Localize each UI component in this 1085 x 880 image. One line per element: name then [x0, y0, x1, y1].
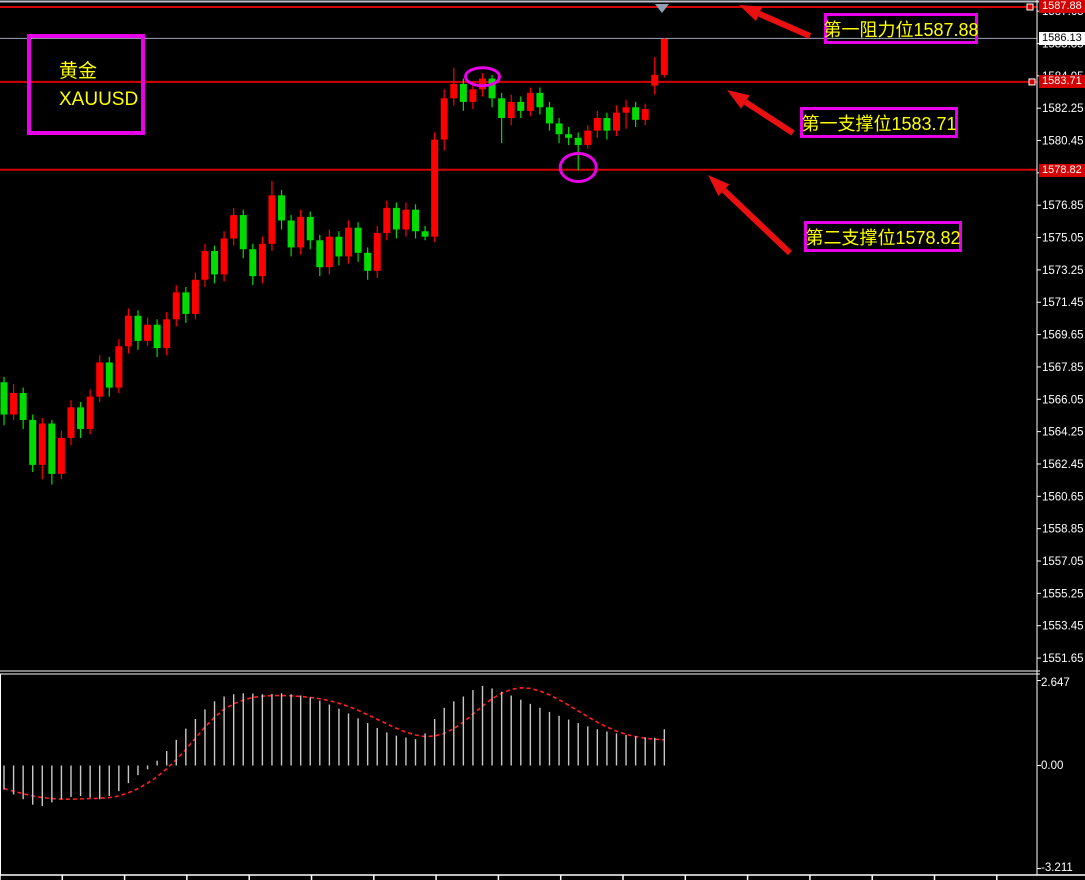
price-tick-label: 1580.45 — [1042, 136, 1084, 148]
support2-label-box[interactable]: 第二支撑位1578.82 — [804, 221, 962, 252]
indicator-min-label: -3.211 — [1041, 862, 1073, 874]
line-selection-handle-2[interactable] — [1028, 78, 1036, 86]
symbol-name-cn: 黄金 — [59, 61, 98, 82]
indicator-max-label: 2.647 — [1041, 677, 1070, 689]
annotation-arrow-shaft — [757, 11, 812, 39]
resistance1-price-tag: 1587.88 — [1039, 0, 1085, 13]
resistance1-label: 第一阻力位1587.88 — [823, 19, 979, 40]
price-tick-label: 1571.45 — [1042, 297, 1084, 309]
symbol-label-box[interactable]: 黄金 XAUUSD — [27, 34, 145, 135]
resistance1-label-box[interactable]: 第一阻力位1587.88 — [823, 13, 979, 44]
support2-label: 第二支撑位1578.82 — [805, 227, 961, 248]
indicator-zero-label: 0.00 — [1041, 760, 1064, 772]
price-tick-label: 1569.65 — [1042, 330, 1084, 342]
price-tick-label: 1560.65 — [1042, 491, 1084, 503]
price-tick-label: 1575.05 — [1042, 233, 1084, 245]
price-tick-label: 1555.25 — [1042, 588, 1084, 600]
price-tick-label: 1553.45 — [1042, 621, 1084, 633]
price-tick-label: 1567.85 — [1042, 362, 1084, 374]
price-tick-label: 1557.05 — [1042, 556, 1084, 568]
support2-price-tag: 1578.82 — [1039, 164, 1085, 177]
annotation-arrow-head-3 — [708, 175, 730, 196]
annotation-arrow-shaft — [721, 187, 793, 256]
annotation-arrow-shaft — [743, 99, 795, 136]
price-tick-label: 1573.25 — [1042, 265, 1084, 277]
price-tick-label: 1558.85 — [1042, 524, 1084, 536]
annotation-arrow-head-2 — [727, 90, 750, 109]
macd-layer — [3, 687, 665, 801]
down-arrow-marker-icon[interactable] — [655, 4, 669, 13]
current-price-tag: 1586.13 — [1039, 32, 1085, 45]
support1-label-box[interactable]: 第一支撑位1583.71 — [800, 107, 958, 138]
price-tick-label: 1566.05 — [1042, 394, 1084, 406]
price-tick-label: 1576.85 — [1042, 200, 1084, 212]
support1-label: 第一支撑位1583.71 — [801, 113, 957, 134]
support1-price-tag: 1583.71 — [1039, 75, 1085, 88]
price-tick-label: 1551.65 — [1042, 653, 1084, 665]
price-tick-label: 1582.25 — [1042, 103, 1084, 115]
macd-signal-line — [3, 687, 665, 801]
symbol-ticker: XAUUSD — [59, 89, 139, 110]
annotation-arrow-head-1 — [739, 5, 763, 22]
line-selection-handle-1[interactable] — [1026, 3, 1034, 11]
price-tick-label: 1564.25 — [1042, 427, 1084, 439]
highlight-ellipse-1[interactable] — [464, 66, 501, 88]
highlight-ellipse-2[interactable] — [558, 151, 598, 183]
price-tick-label: 1562.45 — [1042, 459, 1084, 471]
